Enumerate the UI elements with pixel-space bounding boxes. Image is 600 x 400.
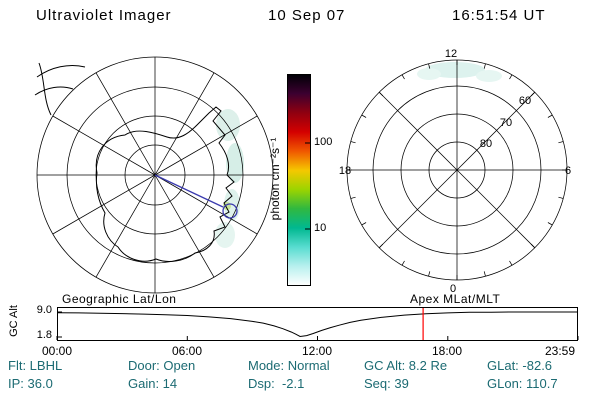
grid-tick xyxy=(547,114,553,118)
mlt-label-18: 18 xyxy=(339,165,351,177)
emission-patch xyxy=(476,70,502,82)
colorbar xyxy=(287,74,311,286)
xtick-1800: 18:00 xyxy=(431,344,463,358)
grid-spoke xyxy=(456,91,536,171)
ring-label-70: 70 xyxy=(500,117,512,129)
gc-alt-ytick-min: 1.8 xyxy=(36,329,52,341)
grid-tick xyxy=(558,196,564,199)
plot-frame xyxy=(57,307,578,341)
gc-alt-curve xyxy=(56,311,578,338)
xtick-0600: 06:00 xyxy=(171,344,203,358)
grid-tick xyxy=(547,222,553,226)
caption-apex: Apex MLat/MLT xyxy=(410,292,501,306)
status-door: Door: Open xyxy=(128,358,196,373)
apex-plot: 60 70 80 12 18 6 0 xyxy=(339,48,571,295)
xtick-1200: 12:00 xyxy=(301,344,333,358)
status-seq: Seq: 39 xyxy=(364,376,409,391)
grid-tick xyxy=(509,74,513,80)
gc-alt-plot xyxy=(56,307,579,341)
apex-grid xyxy=(346,59,568,281)
grid-spoke xyxy=(154,115,258,176)
status-dsp: Dsp: -2.1 xyxy=(248,376,305,391)
ring-label-80: 80 xyxy=(480,138,492,150)
colorbar-units-label: photon cm⁻²s⁻¹ xyxy=(268,137,282,221)
grid-tick xyxy=(350,196,356,199)
emission-patch xyxy=(216,109,240,141)
emission-patch xyxy=(417,68,441,80)
caption-geographic: Geographic Lat/Lon xyxy=(62,292,177,306)
grid-tick xyxy=(378,91,384,97)
mlt-label-12: 12 xyxy=(445,48,457,60)
grid-tick xyxy=(401,260,405,266)
coastline-fragment xyxy=(34,86,74,96)
status-gc-alt: GC Alt: 8.2 Re xyxy=(364,358,448,373)
status-glon: GLon: 110.7 xyxy=(487,376,558,391)
spacecraft-footprint-circle xyxy=(222,203,238,219)
grid-tick xyxy=(428,271,431,277)
uv-emission-patches xyxy=(215,109,244,248)
uv-emission-patches xyxy=(417,62,502,82)
grid-spoke xyxy=(95,174,156,278)
grid-tick xyxy=(530,243,536,249)
ring-label-60: 60 xyxy=(519,95,531,107)
grid-spoke xyxy=(154,174,258,235)
app-title: Ultraviolet Imager xyxy=(36,7,172,24)
grid-tick xyxy=(530,91,536,97)
grid-spoke xyxy=(154,174,215,278)
colorbar-tick-label-10: 10 xyxy=(314,222,327,234)
grid-tick xyxy=(428,63,431,69)
coastline-fragment xyxy=(36,64,86,78)
grid-tick xyxy=(361,222,367,226)
grid-spoke xyxy=(95,72,156,176)
grid-spoke xyxy=(154,72,215,176)
grid-tick xyxy=(401,74,405,80)
spacecraft-track-line xyxy=(154,174,224,208)
grid-tick xyxy=(483,63,486,69)
mlt-label-6: 6 xyxy=(565,165,571,177)
grid-tick xyxy=(350,141,356,144)
gc-alt-ytick-max: 9.0 xyxy=(36,304,52,316)
coastline-fragment xyxy=(38,62,52,116)
gc-alt-axis-label: GC Alt xyxy=(8,305,20,337)
grid-tick xyxy=(378,243,384,249)
grid-tick xyxy=(558,141,564,144)
emission-patch xyxy=(226,143,244,183)
status-glat: GLat: -82.6 xyxy=(487,358,553,373)
time-label: 16:51:54 UT xyxy=(452,7,546,24)
xtick-0000: 00:00 xyxy=(41,344,73,358)
grid-tick xyxy=(361,114,367,118)
mlt-label-0: 0 xyxy=(450,283,456,295)
colorbar-tick-label-100: 100 xyxy=(314,136,333,148)
grid-tick xyxy=(483,271,486,277)
date-label: 10 Sep 07 xyxy=(268,7,346,24)
status-gain: Gain: 14 xyxy=(128,376,178,391)
grid-spoke xyxy=(52,174,156,235)
grid-spoke xyxy=(456,169,536,249)
grid-tick xyxy=(509,260,513,266)
xtick-2359: 23:59 xyxy=(544,344,576,358)
colorbar-gradient xyxy=(287,74,311,286)
geographic-plot xyxy=(34,56,274,294)
antarctica-coastline xyxy=(95,106,235,262)
grid-spoke xyxy=(378,91,458,171)
status-flt: Flt: LBHL xyxy=(8,358,63,373)
grid-spoke xyxy=(378,169,458,249)
status-ip: IP: 36.0 xyxy=(8,376,53,391)
status-mode: Mode: Normal xyxy=(248,358,330,373)
axis-ticks xyxy=(56,311,579,340)
